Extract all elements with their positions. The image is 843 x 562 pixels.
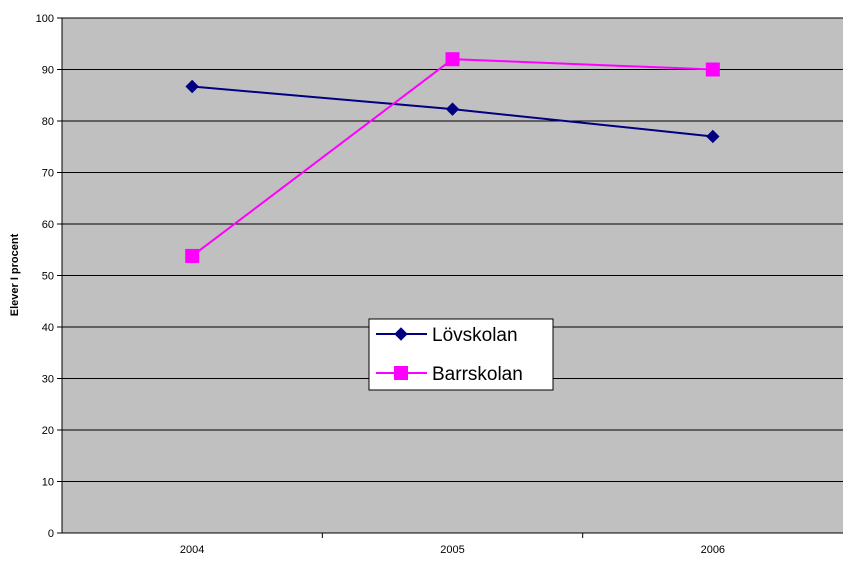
y-tick-label: 20: [42, 425, 54, 437]
y-tick-label: 60: [42, 219, 54, 231]
y-tick-label: 80: [42, 116, 54, 128]
series-1: [185, 52, 720, 263]
data-point: [445, 52, 460, 67]
series-0: [185, 79, 720, 144]
data-point: [705, 62, 720, 77]
legend-marker: [394, 366, 408, 380]
x-tick-label: 2006: [701, 544, 725, 556]
series: [185, 52, 720, 263]
legend-label: Barrskolan: [432, 364, 523, 385]
data-point: [185, 79, 199, 94]
data-point: [706, 129, 720, 144]
y-tick-label: 50: [42, 271, 54, 283]
y-tick-label: 100: [36, 13, 54, 25]
data-point: [185, 248, 200, 263]
y-tick-label: 10: [42, 477, 54, 489]
x-tick-label: 2005: [440, 544, 464, 556]
x-tick-label: 2004: [180, 544, 204, 556]
legend-marker: [394, 327, 408, 341]
axes: 0 10 20 30 40 50 60 70 80 90 100 2004 2005 2006: [36, 13, 843, 556]
y-tick-label: 70: [42, 168, 54, 180]
y-tick-label: 0: [48, 528, 54, 540]
y-axis-label: Elever I procent: [9, 233, 21, 316]
y-tick-label: 90: [42, 65, 54, 77]
y-tick-label: 40: [42, 322, 54, 334]
y-tick-label: 30: [42, 374, 54, 386]
data-point: [445, 102, 460, 116]
legend: Lövskolan Barrskolan: [368, 318, 554, 391]
legend-label: Lövskolan: [432, 325, 518, 346]
